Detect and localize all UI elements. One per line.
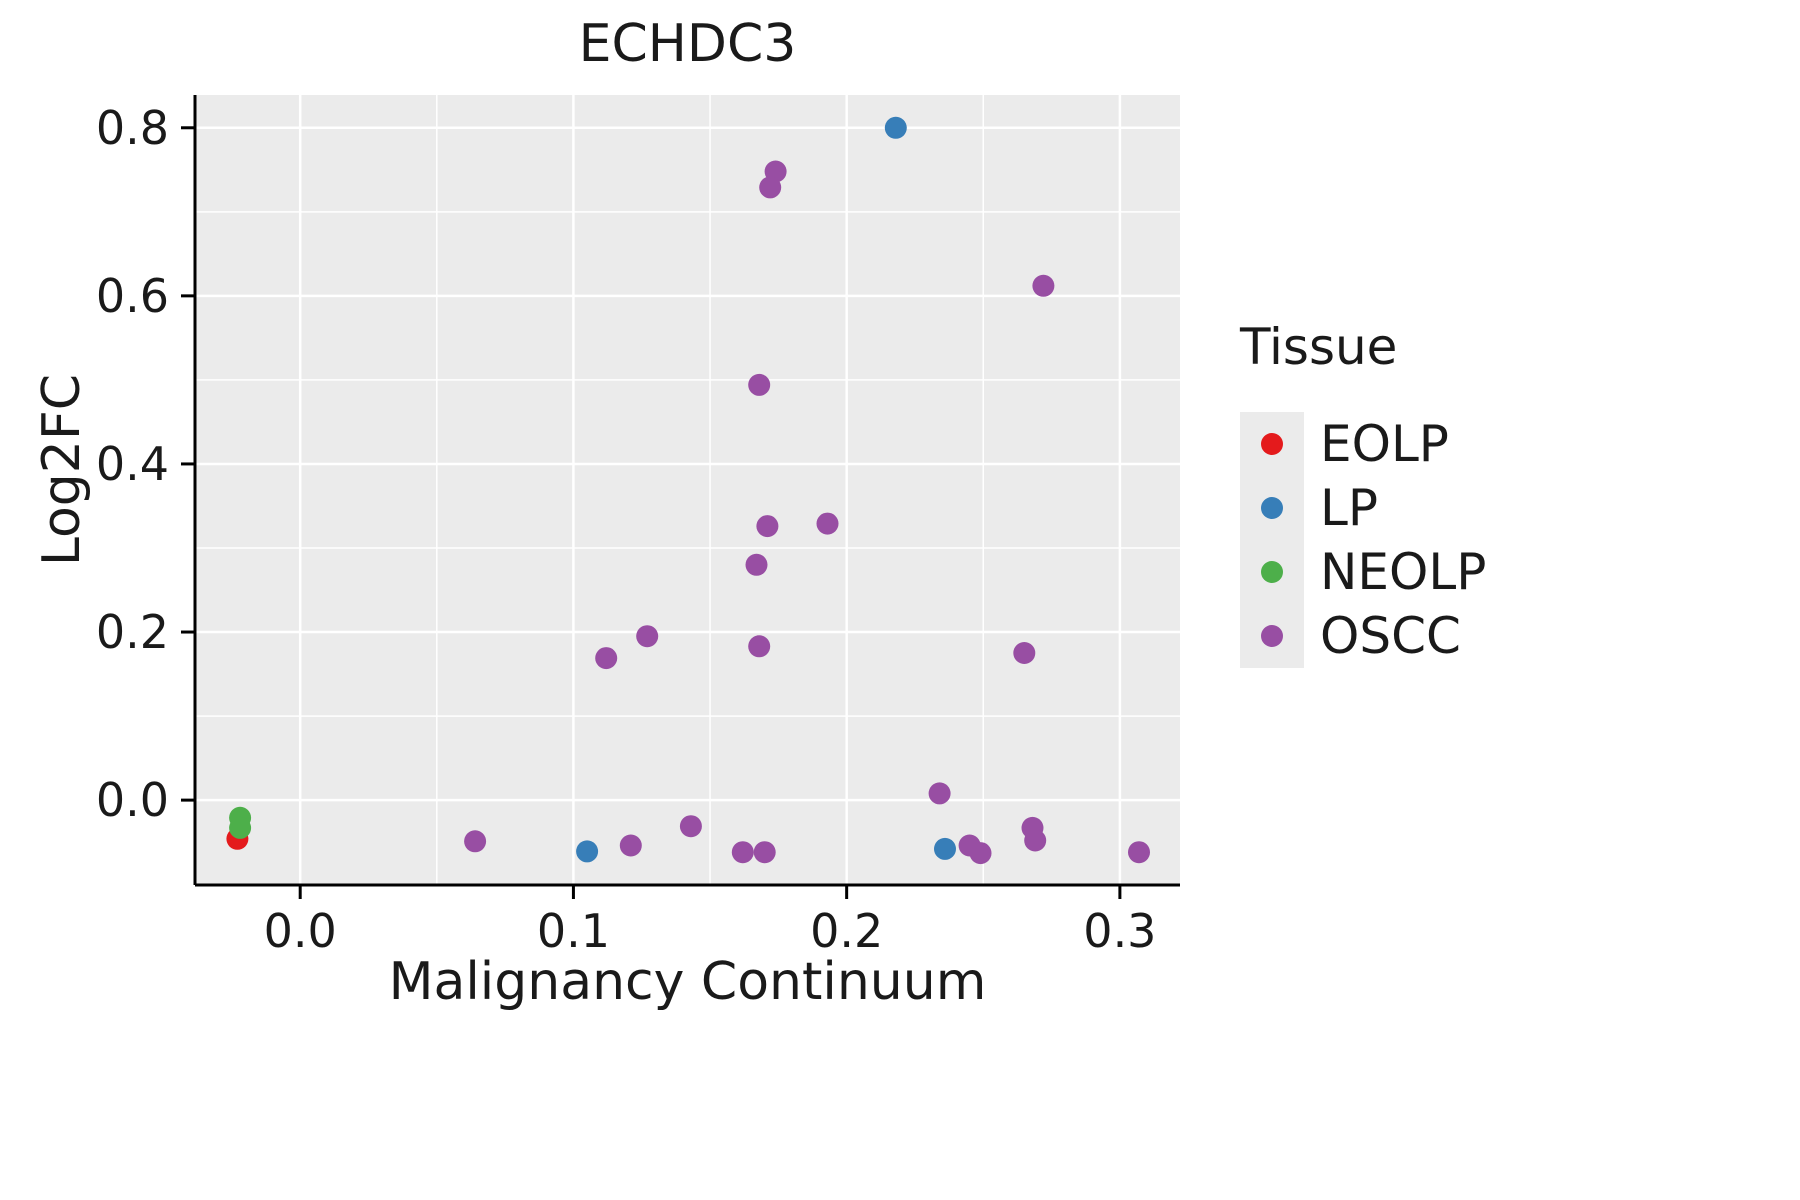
data-point-OSCC <box>1032 274 1055 297</box>
data-point-OSCC <box>464 830 487 853</box>
legend-label: OSCC <box>1320 607 1461 665</box>
legend: Tissue EOLP LP NEOLP OSCC <box>1240 318 1486 668</box>
legend-label: NEOLP <box>1320 543 1487 601</box>
data-point-OSCC <box>679 815 702 838</box>
data-point-OSCC <box>636 625 659 648</box>
y-tick-label: 0.6 <box>96 269 169 323</box>
data-point-OSCC <box>745 553 768 576</box>
legend-dot-OSCC <box>1261 625 1283 647</box>
data-point-OSCC <box>595 647 618 670</box>
data-point-LP <box>576 840 599 863</box>
y-tick-label: 0.2 <box>96 605 169 659</box>
data-point-OSCC <box>1128 841 1150 864</box>
data-point-OSCC <box>748 373 771 396</box>
legend-item-NEOLP: NEOLP <box>1240 540 1486 604</box>
x-tick-label: 0.1 <box>537 904 610 958</box>
chart-title: ECHDC3 <box>578 14 797 74</box>
y-tick-label: 0.4 <box>96 437 169 491</box>
legend-dot-EOLP <box>1261 433 1283 455</box>
data-point-OSCC <box>759 176 782 199</box>
legend-key <box>1240 412 1304 476</box>
data-point-LP <box>934 837 956 860</box>
data-point-OSCC <box>1013 642 1036 664</box>
data-point-OSCC <box>969 842 992 865</box>
data-point-OSCC <box>816 512 839 535</box>
legend-dot-NEOLP <box>1261 561 1283 583</box>
x-axis-title: Malignancy Continuum <box>388 952 987 1012</box>
data-point-OSCC <box>731 841 754 864</box>
legend-item-OSCC: OSCC <box>1240 604 1486 668</box>
data-point-NEOLP <box>229 816 252 839</box>
plot-panel <box>195 95 1180 885</box>
data-point-OSCC <box>619 834 642 857</box>
legend-item-LP: LP <box>1240 476 1486 540</box>
x-tick-label: 0.0 <box>264 904 337 958</box>
legend-key <box>1240 604 1304 668</box>
x-tick-label: 0.2 <box>810 904 883 958</box>
legend-label: LP <box>1320 479 1379 537</box>
legend-dot-LP <box>1261 497 1283 519</box>
data-point-LP <box>884 116 907 139</box>
data-point-OSCC <box>753 841 776 864</box>
legend-title: Tissue <box>1240 318 1398 376</box>
y-tick-label: 0.8 <box>96 101 169 155</box>
legend-key <box>1240 476 1304 540</box>
data-point-OSCC <box>748 635 771 658</box>
legend-key <box>1240 540 1304 604</box>
data-point-OSCC <box>1024 829 1047 852</box>
legend-items: EOLP LP NEOLP OSCC <box>1240 412 1486 668</box>
data-point-OSCC <box>928 782 951 805</box>
data-point-OSCC <box>756 515 779 538</box>
x-tick-label: 0.3 <box>1083 904 1156 958</box>
legend-item-EOLP: EOLP <box>1240 412 1486 476</box>
legend-label: EOLP <box>1320 415 1449 473</box>
y-tick-label: 0.0 <box>96 773 169 827</box>
